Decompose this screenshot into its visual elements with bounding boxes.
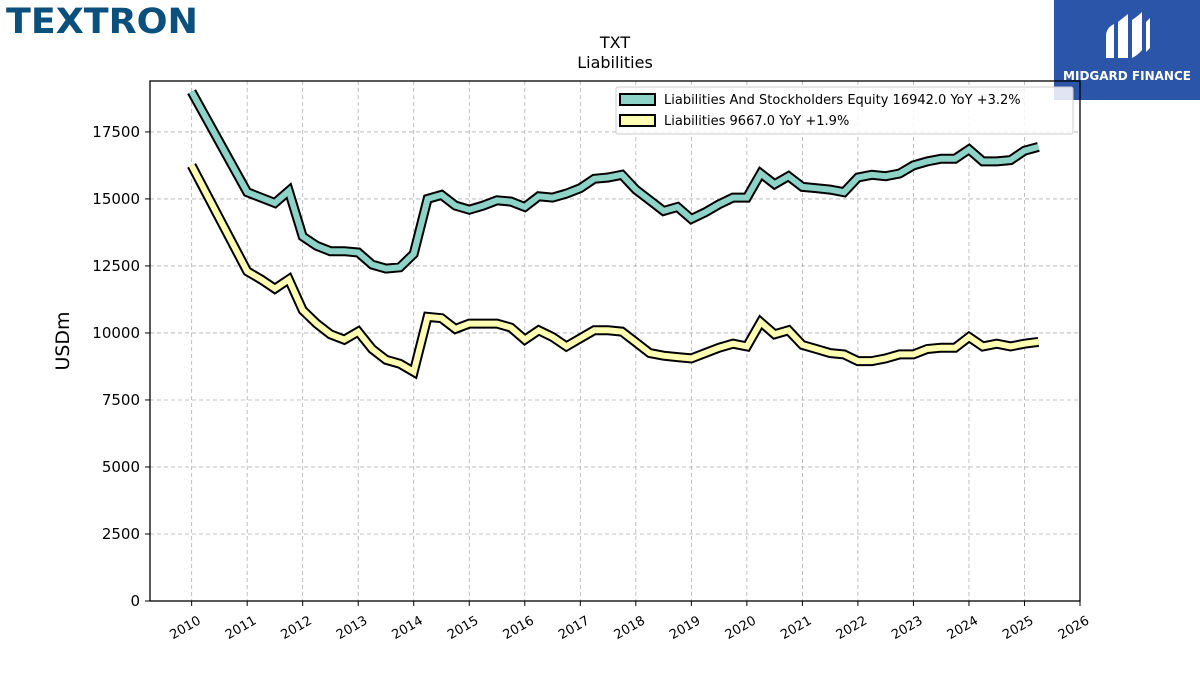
series-outline-1 (187, 163, 1040, 380)
x-tick-label: 2021 (778, 613, 814, 643)
legend-swatch-1 (619, 114, 656, 127)
x-tick-label: 2010 (167, 613, 203, 643)
x-axis-ticks: 2010 2011 2012 2013 2014 2015 2016 2017 2018 2019… (167, 601, 1092, 643)
x-tick-label: 2016 (501, 613, 537, 643)
midgard-logo-icon (1106, 12, 1150, 58)
x-tick-label: 2025 (1000, 613, 1036, 643)
chart-title: TXT (599, 33, 630, 52)
x-tick-label: 2015 (445, 613, 481, 643)
x-tick-label: 2014 (390, 613, 426, 643)
x-tick-label: 2019 (667, 613, 703, 643)
partner-name: MIDGARD FINANCE (1063, 69, 1191, 83)
legend: Liabilities And Stockholders Equity 1694… (615, 86, 1074, 135)
x-tick-label: 2012 (279, 613, 315, 643)
y-axis-label: USDm (52, 311, 74, 370)
series-lines (187, 89, 1040, 380)
legend-label-1: Liabilities 9667.0 YoY +1.9% (664, 114, 849, 129)
x-tick-label: 2023 (889, 613, 925, 643)
x-tick-label: 2024 (945, 613, 981, 643)
y-axis-ticks: 0 2500 5000 7500 10000 12500 15000 17500 (92, 123, 150, 610)
x-tick-label: 2018 (612, 613, 648, 643)
x-tick-label: 2011 (223, 613, 259, 643)
y-tick-label: 17500 (92, 123, 140, 141)
x-tick-label: 2020 (723, 613, 759, 643)
y-tick-label: 12500 (92, 257, 140, 275)
textron-logo: TEXTRON (6, 2, 199, 42)
chart-subtitle: Liabilities (577, 53, 653, 72)
legend-label-0: Liabilities And Stockholders Equity 1694… (664, 93, 1021, 108)
x-tick-label: 2017 (556, 613, 592, 643)
x-tick-label: 2013 (334, 613, 370, 643)
y-tick-label: 10000 (92, 324, 140, 342)
series-line-0 (188, 90, 1040, 272)
x-tick-label: 2022 (834, 613, 870, 643)
y-tick-label: 15000 (92, 190, 140, 208)
y-tick-label: 0 (130, 592, 140, 610)
y-tick-label: 5000 (102, 458, 140, 476)
legend-frame (615, 86, 1074, 135)
legend-swatch-0 (619, 93, 656, 106)
plot-frame (149, 80, 1081, 602)
y-tick-label: 7500 (102, 391, 140, 409)
series-line-1 (188, 164, 1039, 377)
y-tick-label: 2500 (102, 525, 140, 543)
midgard-finance-badge: MIDGARD FINANCE (1054, 0, 1200, 100)
x-tick-label: 2026 (1056, 613, 1092, 643)
